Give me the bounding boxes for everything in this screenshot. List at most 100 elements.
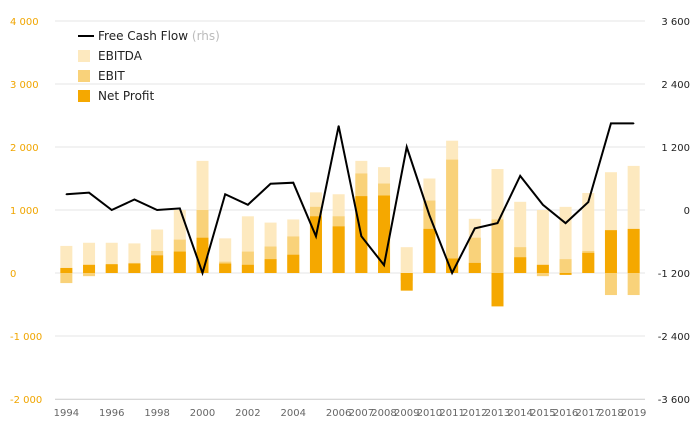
ebit-bar xyxy=(604,273,617,296)
right-tick-label: 3 600 xyxy=(661,17,690,28)
net-profit-bar xyxy=(105,264,118,273)
net-profit-bar xyxy=(128,263,141,273)
x-tick-label: 2015 xyxy=(530,408,555,419)
fcf-point xyxy=(133,198,136,201)
right-tick-label: 2 400 xyxy=(661,80,690,91)
fcf-point xyxy=(610,122,612,125)
fcf-point xyxy=(224,193,226,196)
fcf-point xyxy=(587,201,590,203)
ebitda-bar xyxy=(559,206,572,273)
x-tick-label: 2010 xyxy=(417,408,442,419)
ebit-bar xyxy=(536,273,549,277)
left-tick-label: 2 000 xyxy=(10,143,39,154)
fcf-line xyxy=(66,122,634,277)
fcf-point xyxy=(247,203,249,206)
net-profit-bar xyxy=(627,228,640,273)
fcf-point xyxy=(110,209,113,211)
fcf-point xyxy=(65,193,68,196)
x-tick-label: 2016 xyxy=(553,408,578,419)
ebitda-bar xyxy=(400,247,413,273)
fcf-point xyxy=(632,122,635,125)
right-tick-label: 1 200 xyxy=(661,143,690,154)
x-tick-label: 2008 xyxy=(371,408,396,419)
net-profit-bar xyxy=(151,255,164,273)
left-tick-label: 3 000 xyxy=(10,80,39,91)
net-profit-bar xyxy=(264,259,277,273)
fcf-point xyxy=(428,214,431,217)
net-profit-bar xyxy=(468,262,481,273)
fcf-point xyxy=(451,272,453,274)
right-axis: -3 600 -2 400 -1 200 0 1 200 2 400 3 600 xyxy=(658,17,690,406)
ebitda-bar xyxy=(536,210,549,273)
x-tick-label: 2009 xyxy=(394,408,419,419)
right-tick-label: -2 400 xyxy=(658,332,690,343)
left-tick-label: 0 xyxy=(10,269,16,280)
x-axis: 1994 1996 1998 2000 2002 2004 2006 2008 2010 2012… xyxy=(54,399,646,419)
x-tick-label: 2006 xyxy=(326,408,351,419)
net-profit-bar xyxy=(60,267,73,273)
net-profit-bar xyxy=(332,226,345,273)
net-profit-bar xyxy=(491,273,504,307)
right-tick-label: -3 600 xyxy=(658,395,690,406)
net-profit-bar xyxy=(446,258,459,273)
legend-ebit-swatch xyxy=(78,70,90,82)
x-tick-label: 2018 xyxy=(598,408,623,419)
net-profit-bar xyxy=(536,264,549,273)
fcf-point xyxy=(405,146,408,148)
fcf-point xyxy=(156,209,158,211)
net-profit-bar xyxy=(559,273,572,275)
legend-fcf-label: Free Cash Flow (rhs) xyxy=(98,29,220,43)
fcf-point xyxy=(269,182,272,185)
ebit-bar xyxy=(60,273,73,284)
fcf-point xyxy=(201,272,204,274)
ebit-bar xyxy=(559,259,572,273)
x-tick-label: 2007 xyxy=(349,408,374,419)
legend: Free Cash Flow (rhs) EBITDA EBIT Net Pro… xyxy=(78,29,220,103)
net-profit-bar xyxy=(400,273,413,291)
fcf-point xyxy=(179,207,181,210)
x-tick-label: 2013 xyxy=(485,408,510,419)
right-tick-label: -1 200 xyxy=(658,269,690,280)
fcf-point xyxy=(292,181,295,184)
fcf-point xyxy=(564,222,567,224)
fcf-point xyxy=(315,235,317,238)
legend-ebitda-label: EBITDA xyxy=(98,49,143,63)
x-tick-label: 2000 xyxy=(190,408,215,419)
ebit-bar xyxy=(446,159,459,273)
fcf-line-series xyxy=(65,122,635,277)
fcf-point xyxy=(519,175,521,177)
net-profit-bar xyxy=(241,264,254,273)
net-profit-bar xyxy=(582,252,595,273)
x-tick-label: 2012 xyxy=(462,408,487,419)
net-profit-bar xyxy=(287,254,300,273)
fcf-point xyxy=(474,227,476,230)
fcf-point xyxy=(496,222,499,224)
ebit-bar xyxy=(83,273,96,277)
x-tick-label: 2017 xyxy=(576,408,601,419)
x-tick-label: 1994 xyxy=(54,408,79,419)
fcf-point xyxy=(383,264,385,266)
ebit-bar xyxy=(491,219,504,273)
legend-ebit-label: EBIT xyxy=(98,69,125,83)
net-profit-bar xyxy=(423,228,436,273)
x-tick-label: 2002 xyxy=(235,408,260,419)
x-tick-label: 1998 xyxy=(144,408,169,419)
x-tick-label: 2014 xyxy=(507,408,532,419)
fcf-point xyxy=(360,235,363,238)
fcf-point xyxy=(542,203,544,206)
left-tick-label: 4 000 xyxy=(10,17,39,28)
x-tick-label: 2019 xyxy=(621,408,646,419)
left-tick-label: 1 000 xyxy=(10,206,39,217)
net-profit-bar xyxy=(604,230,617,273)
left-tick-label: -1 000 xyxy=(10,332,42,343)
left-axis: -2 000 -1 000 0 1 000 2 000 3 000 4 000 xyxy=(10,17,42,406)
net-profit-bar xyxy=(514,257,527,273)
legend-net-profit-label: Net Profit xyxy=(98,89,154,103)
x-tick-label: 2004 xyxy=(281,408,306,419)
fcf-point xyxy=(88,191,90,194)
legend-ebitda-swatch xyxy=(78,50,90,62)
x-tick-label: 2011 xyxy=(439,408,464,419)
net-profit-bar xyxy=(83,264,96,273)
left-tick-label: -2 000 xyxy=(10,395,42,406)
